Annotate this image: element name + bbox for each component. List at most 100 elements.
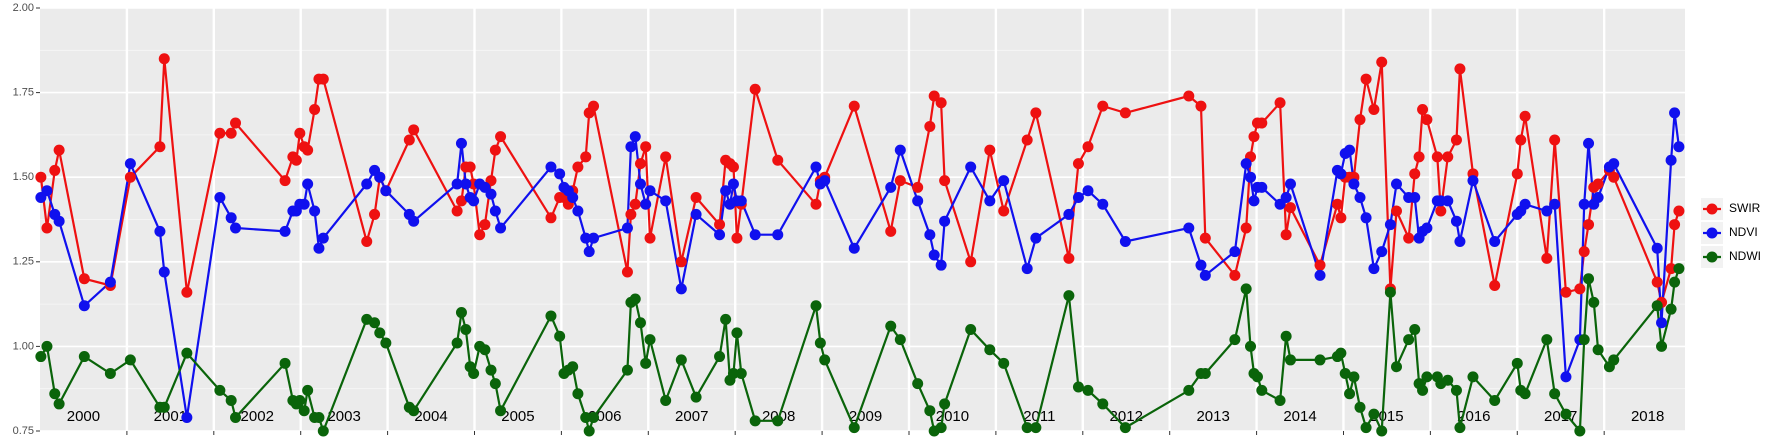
- year-label: 2018: [1631, 408, 1664, 425]
- data-point: [1314, 354, 1326, 366]
- data-point: [1229, 334, 1241, 346]
- data-point: [225, 212, 237, 224]
- data-point: [1021, 134, 1033, 146]
- data-point: [1673, 141, 1685, 153]
- data-point: [885, 181, 897, 193]
- data-point: [928, 90, 940, 102]
- data-point: [640, 357, 652, 369]
- data-point: [965, 161, 977, 173]
- data-point: [1360, 73, 1372, 85]
- data-point: [735, 367, 747, 379]
- data-point: [998, 205, 1010, 217]
- data-point: [690, 391, 702, 403]
- data-point: [302, 384, 314, 396]
- data-point: [78, 300, 90, 312]
- data-point: [1251, 371, 1263, 383]
- data-point: [720, 313, 732, 325]
- data-point: [545, 310, 557, 322]
- data-point: [1673, 205, 1685, 217]
- year-label: 2007: [675, 408, 708, 425]
- data-point: [1063, 252, 1075, 264]
- data-point: [53, 398, 65, 410]
- year-label: 2003: [327, 408, 360, 425]
- data-point: [621, 222, 633, 234]
- data-point: [1413, 151, 1425, 163]
- data-point: [369, 208, 381, 220]
- data-point: [660, 395, 672, 407]
- data-point: [660, 195, 672, 207]
- data-point: [819, 354, 831, 366]
- data-point: [41, 222, 53, 234]
- data-point: [1442, 151, 1454, 163]
- data-point: [1574, 425, 1586, 437]
- data-point: [984, 195, 996, 207]
- data-point: [894, 144, 906, 156]
- data-point: [460, 323, 472, 335]
- data-point: [1390, 361, 1402, 373]
- data-point: [1376, 425, 1388, 437]
- data-point: [225, 127, 237, 139]
- data-point: [1651, 300, 1663, 312]
- data-point: [1384, 286, 1396, 298]
- data-point: [848, 242, 860, 254]
- data-point: [124, 171, 136, 183]
- data-point: [302, 144, 314, 156]
- data-point: [1651, 276, 1663, 288]
- data-point: [460, 178, 472, 190]
- data-point: [1409, 192, 1421, 204]
- data-point: [690, 192, 702, 204]
- data-point: [588, 232, 600, 244]
- y-tick-label: 2.00: [13, 2, 34, 14]
- data-point: [731, 327, 743, 339]
- data-point: [1578, 334, 1590, 346]
- data-point: [939, 398, 951, 410]
- data-point: [1651, 242, 1663, 254]
- data-point: [1583, 273, 1595, 285]
- data-point: [181, 347, 193, 359]
- data-point: [675, 283, 687, 295]
- data-point: [1454, 63, 1466, 75]
- data-point: [479, 344, 491, 356]
- data-point: [294, 395, 306, 407]
- data-point: [1199, 367, 1211, 379]
- data-point: [451, 337, 463, 349]
- data-point: [625, 141, 637, 153]
- data-point: [225, 395, 237, 407]
- data-point: [1549, 388, 1561, 400]
- data-point: [1592, 178, 1604, 190]
- data-point: [1314, 259, 1326, 271]
- data-point: [1467, 175, 1479, 187]
- data-point: [1195, 259, 1207, 271]
- data-point: [317, 232, 329, 244]
- data-point: [735, 195, 747, 207]
- y-tick-label: 0.75: [13, 425, 34, 437]
- data-point: [49, 388, 61, 400]
- data-point: [455, 307, 467, 319]
- data-point: [1454, 422, 1466, 434]
- data-point: [124, 354, 136, 366]
- data-point: [1511, 357, 1523, 369]
- data-point: [965, 323, 977, 335]
- data-point: [1354, 114, 1366, 126]
- data-point: [1097, 198, 1109, 210]
- data-point: [1119, 107, 1131, 119]
- data-point: [1331, 198, 1343, 210]
- data-point: [1274, 395, 1286, 407]
- year-label: 2000: [67, 408, 100, 425]
- data-point: [1454, 235, 1466, 247]
- data-point: [1390, 178, 1402, 190]
- data-point: [1409, 168, 1421, 180]
- data-point: [489, 378, 501, 390]
- year-label: 2002: [241, 408, 274, 425]
- data-point: [1063, 290, 1075, 302]
- data-point: [1119, 235, 1131, 247]
- data-point: [313, 242, 325, 254]
- data-point: [1360, 422, 1372, 434]
- data-point: [214, 384, 226, 396]
- data-point: [714, 351, 726, 363]
- data-point: [1592, 192, 1604, 204]
- data-point: [1348, 371, 1360, 383]
- data-point: [1665, 303, 1677, 315]
- data-point: [1519, 388, 1531, 400]
- data-point: [1519, 198, 1531, 210]
